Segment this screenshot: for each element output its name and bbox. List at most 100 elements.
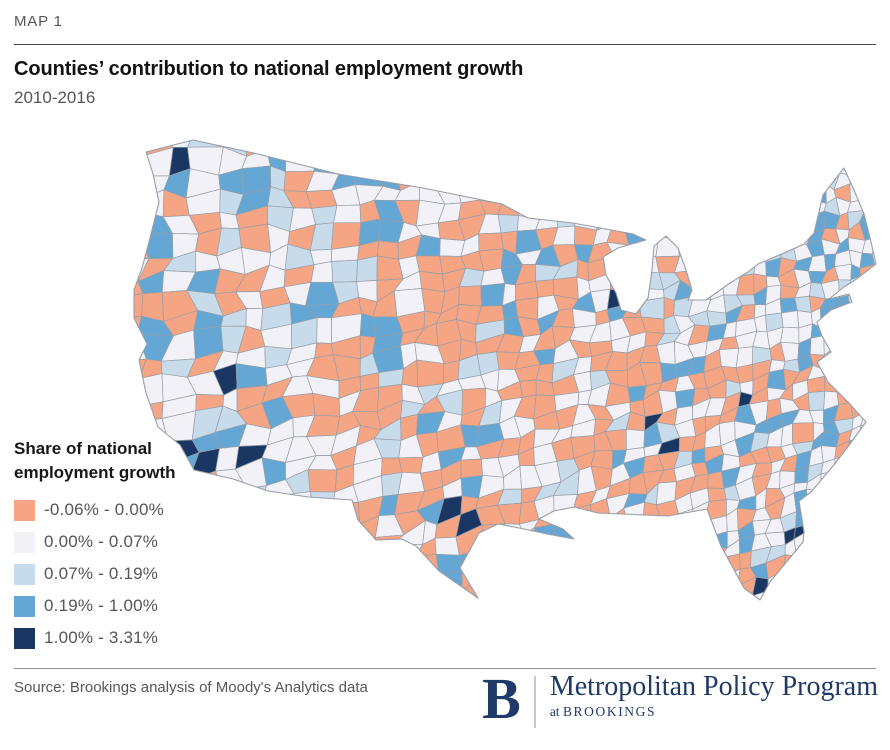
county-shape	[875, 509, 876, 526]
county-shape	[687, 565, 709, 588]
county-shape	[660, 176, 681, 196]
source-note: Source: Brookings analysis of Moody's An…	[14, 679, 368, 696]
county-shape	[703, 173, 726, 196]
county-shape	[552, 507, 577, 527]
county-shape	[589, 517, 611, 535]
county-shape	[782, 144, 797, 164]
legend-swatch-top	[14, 627, 35, 649]
county-shape	[460, 458, 483, 479]
county-shape	[873, 496, 876, 517]
county-shape	[606, 620, 626, 646]
logo-tagline-prefix: at	[549, 704, 560, 719]
county-shape	[689, 140, 709, 151]
us-outline	[133, 139, 877, 601]
county-shape	[606, 144, 630, 168]
county-shape	[755, 159, 772, 179]
county-shape	[262, 614, 294, 639]
county-shape	[260, 569, 289, 599]
county-shape	[872, 141, 876, 161]
county-shape	[708, 267, 727, 285]
county-shape	[849, 612, 862, 630]
county-shape	[872, 586, 876, 600]
county-shape	[734, 189, 755, 208]
county-shape	[672, 539, 691, 561]
county-shape	[640, 596, 664, 600]
county-shape	[337, 579, 355, 599]
county-shape	[291, 610, 316, 629]
county-shape	[310, 261, 334, 283]
county-shape	[865, 396, 876, 412]
county-shape	[377, 583, 404, 600]
county-shape	[846, 464, 860, 481]
county-shape	[859, 424, 874, 439]
county-shape	[677, 148, 693, 164]
county-shape	[694, 622, 712, 644]
county-shape	[707, 235, 725, 250]
county-shape	[677, 140, 696, 151]
county-shape	[515, 547, 544, 574]
county-shape	[134, 404, 144, 426]
county-shape	[862, 357, 876, 373]
county-shape	[309, 542, 338, 569]
county-shape	[672, 188, 696, 212]
county-shape	[806, 143, 826, 163]
county-shape	[572, 584, 596, 600]
county-shape	[769, 215, 786, 236]
county-shape	[795, 147, 812, 164]
county-shape	[819, 540, 840, 558]
county-shape	[578, 548, 594, 573]
county-shape	[859, 141, 875, 161]
county-shape	[834, 334, 853, 351]
county-shape	[755, 602, 771, 625]
county-shape	[781, 612, 796, 628]
county-shape	[834, 320, 853, 339]
county-shape	[590, 140, 613, 147]
county-shape	[749, 623, 771, 635]
county-shape	[691, 597, 713, 600]
county-shape	[351, 589, 380, 600]
county-shape	[434, 166, 463, 190]
county-shape	[481, 140, 505, 152]
county-shape	[734, 159, 757, 179]
county-shape	[824, 625, 839, 639]
county-shape	[878, 537, 883, 553]
county-shape	[707, 162, 724, 180]
county-shape	[608, 164, 632, 185]
county-shape	[605, 568, 625, 595]
legend-item: -0.06% - 0.00%	[14, 499, 229, 521]
county-shape	[236, 580, 268, 600]
legend-title-line1: Share of national	[14, 439, 152, 458]
county-shape	[689, 268, 712, 287]
county-shape	[495, 572, 522, 594]
county-shape	[608, 585, 628, 600]
county-shape	[309, 566, 339, 584]
county-shape	[539, 578, 557, 600]
county-shape	[750, 189, 771, 208]
county-shape	[569, 596, 596, 600]
county-shape	[553, 140, 578, 149]
county-shape	[356, 255, 378, 282]
county-shape	[749, 215, 772, 231]
county-shape	[438, 607, 464, 624]
county-shape	[259, 140, 286, 150]
county-shape	[859, 170, 876, 185]
county-shape	[588, 526, 610, 551]
county-shape	[874, 474, 876, 491]
county-shape	[400, 619, 426, 634]
county-shape	[690, 207, 710, 223]
county-shape	[606, 540, 631, 561]
county-shape	[621, 148, 646, 168]
county-shape	[835, 549, 848, 569]
county-shape	[419, 164, 438, 190]
county-shape	[374, 534, 405, 557]
county-shape	[310, 597, 339, 600]
county-shape	[703, 188, 728, 208]
county-shape	[819, 488, 840, 505]
county-shape	[392, 144, 425, 168]
county-shape	[642, 575, 659, 600]
county-shape	[515, 180, 543, 199]
county-shape	[871, 417, 876, 439]
county-shape	[707, 143, 724, 164]
legend-title: Share of national employment growth	[14, 437, 229, 485]
county-shape	[641, 162, 662, 179]
